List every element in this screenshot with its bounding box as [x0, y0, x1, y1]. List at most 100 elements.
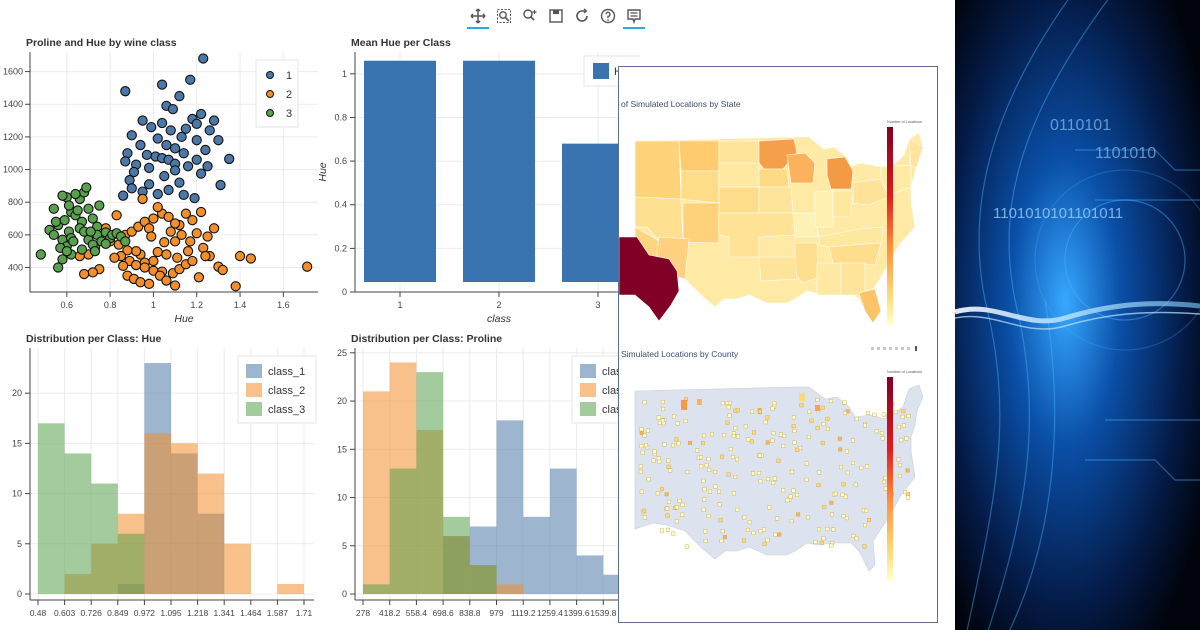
scatter-point-class-1 [161, 139, 172, 151]
county-map-toolbar[interactable] [871, 346, 917, 351]
legend-label-1: 1 [286, 70, 292, 82]
scatter-point-class-1 [191, 154, 202, 165]
county-cell [701, 478, 706, 483]
x-tick-label: 1259.4 [537, 608, 563, 618]
county-cell [733, 426, 738, 431]
legend-label-class_1: class_1 [268, 366, 305, 378]
scatter-point-class-1 [215, 179, 226, 191]
scatter-point-class-1 [159, 170, 170, 182]
county-cell [639, 430, 644, 435]
help-tool-button[interactable] [600, 8, 616, 24]
county-cell [851, 534, 856, 538]
scatter-point-class-2 [139, 262, 150, 273]
box-zoom-tool-button[interactable] [496, 8, 512, 24]
x-tick-label: 0.8 [104, 300, 117, 310]
legend-marker-class_3 [246, 402, 262, 416]
county-cell [651, 458, 656, 463]
county-cell [674, 505, 679, 510]
hist-bar-class_1 [576, 555, 604, 594]
hist-bar-class_3 [38, 423, 65, 594]
y-tick-label: 0 [342, 287, 347, 297]
county-cell [806, 434, 811, 439]
county-cell [685, 470, 690, 475]
county-cell [666, 464, 671, 469]
county-cell [639, 427, 644, 432]
county-cell [775, 516, 780, 521]
county-cell [854, 536, 859, 541]
x-axis-label: Hue [174, 313, 193, 325]
save-tool-button[interactable] [548, 8, 564, 24]
county-cell [749, 439, 754, 444]
scatter-point-class-2 [191, 228, 202, 239]
hue-histogram: 0 5 10 15 20 Distribution per Class: Hue 0.48 0… [12, 333, 317, 618]
county-cell [782, 433, 787, 438]
scatter-point-class-3 [35, 249, 46, 260]
binary-row-3: 1101010101101011 [993, 205, 1123, 222]
county-cell [763, 420, 768, 425]
legend-label-class_2: class_2 [268, 385, 305, 397]
x-tick-label: 1539.8 [590, 608, 616, 618]
chart-title: Distribution per Class: Proline [351, 333, 502, 345]
x-tick-label: 979 [489, 608, 503, 618]
legend-marker-class_2 [246, 383, 262, 397]
x-axis-label: class [487, 313, 512, 325]
x-tick-label: 1.71 [296, 608, 313, 618]
county-choropleth [634, 384, 924, 572]
county-cell [789, 519, 794, 523]
scatter-point-class-2 [87, 267, 98, 278]
county-cell [882, 479, 887, 484]
county-cell [710, 432, 714, 437]
county-cell [825, 427, 830, 431]
county-cell [842, 411, 847, 416]
scatter-point-class-2 [148, 255, 159, 267]
county-cell [830, 512, 835, 517]
scatter-point-class-2 [185, 236, 196, 247]
scatter-point-class-3 [48, 229, 59, 241]
wheel-zoom-tool-button[interactable] [522, 8, 538, 24]
county-cell [864, 508, 869, 513]
county-cell [804, 461, 809, 466]
county-cell [904, 436, 909, 441]
county-cell [725, 420, 730, 425]
pan-tool-button[interactable] [467, 8, 489, 29]
scatter-point-class-1 [152, 133, 163, 144]
hist-bar-class_2 [277, 583, 304, 594]
x-tick-label: 558.4 [406, 608, 428, 618]
mean-hue-bar-chart: 0 0.2 0.4 0.6 0.8 1 1 2 3 Mean Hue per Class class… [317, 37, 640, 325]
county-cell [742, 538, 746, 543]
scatter-point-class-2 [109, 252, 120, 263]
county-cell [821, 422, 826, 426]
scatter-point-class-1 [224, 153, 235, 165]
county-cell [765, 440, 770, 445]
county-cell [845, 470, 850, 475]
county-cell [863, 523, 867, 528]
scatter-point-class-1 [141, 149, 153, 161]
county-cell [742, 515, 747, 520]
binary-row-1: 0110101 [1050, 117, 1111, 134]
y-tick-label: 20 [12, 388, 22, 398]
county-cell [844, 449, 849, 454]
county-cell [770, 438, 775, 443]
county-cell [765, 415, 770, 420]
county-cell [767, 505, 772, 510]
hist-bar-class_2 [144, 433, 171, 594]
county-cell [853, 482, 858, 487]
chart-title: Proline and Hue by wine class [26, 37, 177, 49]
county-cell [730, 455, 735, 459]
county-cell [851, 461, 855, 466]
county-cell [880, 436, 885, 441]
county-cell [850, 438, 855, 443]
county-cell [666, 527, 671, 532]
hover-tool-button[interactable] [623, 8, 645, 29]
county-cell [820, 441, 825, 446]
reset-tool-button[interactable] [574, 8, 590, 24]
scatter-point-class-1 [189, 192, 200, 204]
county-cell [660, 418, 665, 423]
hist-bar-class_2 [171, 443, 198, 594]
y-axis-label: Hue [317, 162, 329, 181]
x-tick-label: 0.48 [30, 608, 47, 618]
scatter-point-class-1 [180, 123, 192, 134]
county-cell [772, 401, 777, 406]
scatter-point-class-1 [156, 117, 168, 129]
county-cell [699, 455, 703, 460]
